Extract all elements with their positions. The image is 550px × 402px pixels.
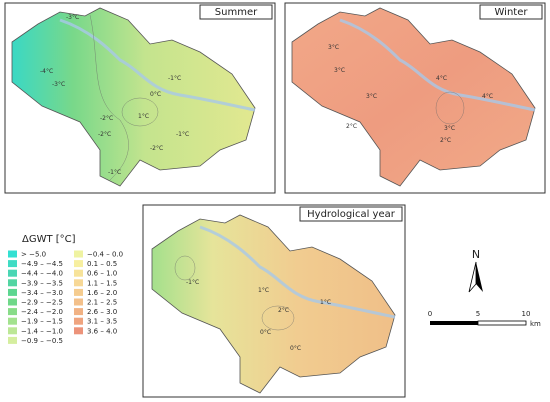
- panel-title: Hydrological year: [307, 209, 396, 220]
- contour-label: -3°C: [66, 14, 79, 21]
- legend: ΔGWT [°C] > −5.0−4.9 – −4.5−4.4 – −4.0−3…: [8, 234, 123, 345]
- contour-label: 3°C: [444, 125, 455, 132]
- legend-swatch: [74, 308, 83, 316]
- north-label: N: [472, 248, 480, 261]
- legend-label: −1.4 – −1.0: [21, 327, 63, 335]
- legend-label: −4.9 – −4.5: [21, 260, 63, 268]
- legend-label: 1.1 – 1.5: [87, 279, 117, 287]
- legend-swatch: [74, 260, 83, 268]
- legend-swatch: [8, 298, 17, 306]
- isoline: [435, 91, 465, 125]
- legend-label: −1.9 – −1.5: [21, 318, 63, 326]
- legend-swatch: [8, 260, 17, 268]
- contour-label: 1°C: [320, 299, 331, 306]
- legend-swatch: [74, 288, 83, 296]
- isoline: [261, 305, 295, 331]
- legend-label: 2.6 – 3.0: [87, 308, 117, 316]
- legend-label: −0.4 – 0.0: [87, 251, 123, 259]
- legend-label: −2.4 – −2.0: [21, 308, 63, 316]
- contour-label: -3°C: [52, 81, 65, 88]
- contour-label: 1°C: [138, 113, 149, 120]
- legend-swatch: [74, 298, 83, 306]
- legend-label: −3.9 – −3.5: [21, 279, 63, 287]
- legend-swatch: [8, 317, 17, 325]
- isoline: [121, 97, 159, 127]
- contour-label: 1°C: [258, 287, 269, 294]
- scale-label: 10: [522, 310, 531, 318]
- contour-label: -2°C: [100, 115, 113, 122]
- contour-label: 4°C: [482, 93, 493, 100]
- contour-label: 0°C: [150, 91, 161, 98]
- river: [199, 225, 396, 319]
- scale-bar: 0 5 10 km: [428, 310, 541, 328]
- panel-title: Winter: [495, 7, 529, 18]
- contour-label: -1°C: [186, 279, 199, 286]
- contour-label: 2°C: [278, 307, 289, 314]
- contour-label: 0°C: [290, 345, 301, 352]
- legend-swatch: [74, 317, 83, 325]
- panel-title-box: [199, 4, 273, 20]
- contour-label: 2°C: [346, 123, 357, 130]
- river: [59, 18, 256, 112]
- legend-swatch: [8, 288, 17, 296]
- contour-label: 3°C: [334, 67, 345, 74]
- city-outline: [11, 7, 256, 187]
- legend-swatch: [8, 279, 17, 287]
- legend-swatch: [74, 327, 83, 335]
- city-outline: [291, 7, 536, 187]
- legend-label: 3.6 – 4.0: [87, 327, 117, 335]
- arrow-half: [476, 262, 483, 292]
- contour-label: 0°C: [260, 329, 271, 336]
- contour-label: 2°C: [440, 137, 451, 144]
- legend-swatch: [8, 336, 17, 344]
- contour-label: -2°C: [98, 131, 111, 138]
- legend-title: ΔGWT [°C]: [22, 234, 76, 245]
- contour-label: -2°C: [150, 145, 163, 152]
- contour-label: 3°C: [366, 93, 377, 100]
- scale-segment: [430, 321, 478, 325]
- legend-swatch: [74, 250, 83, 258]
- legend-label: 1.6 – 2.0: [87, 289, 117, 297]
- panel-title-box: [299, 206, 403, 222]
- scale-label: 0: [428, 310, 432, 318]
- legend-swatch: [74, 269, 83, 277]
- legend-swatch: [74, 279, 83, 287]
- legend-label: 0.1 – 0.5: [87, 260, 117, 268]
- contour-label: -1°C: [168, 75, 181, 82]
- scale-unit: km: [530, 320, 541, 328]
- scale-label: 5: [476, 310, 480, 318]
- panel-title-box: [479, 4, 543, 20]
- contour-label: 4°C: [436, 75, 447, 82]
- scale-segment: [477, 320, 527, 326]
- legend-label: 3.1 – 3.5: [87, 318, 117, 326]
- legend-label: −2.9 – −2.5: [21, 299, 63, 307]
- river: [339, 18, 536, 112]
- isoline: [174, 255, 196, 281]
- contour-label: 3°C: [328, 44, 339, 51]
- contour-label: -1°C: [176, 131, 189, 138]
- contour-label: -4°C: [40, 68, 53, 75]
- legend-swatch: [8, 308, 17, 316]
- legend-swatch: [8, 250, 17, 258]
- legend-swatch: [8, 269, 17, 277]
- legend-label: > −5.0: [21, 251, 46, 259]
- legend-label: −3.4 – −3.0: [21, 289, 63, 297]
- arrow-half: [468, 261, 477, 293]
- city-outline: [151, 214, 396, 394]
- legend-label: −4.4 – −4.0: [21, 270, 63, 278]
- legend-label: −0.9 – −0.5: [21, 337, 63, 345]
- isoline: [89, 14, 129, 181]
- legend-label: 0.6 – 1.0: [87, 270, 117, 278]
- panel-title: Summer: [215, 7, 258, 18]
- north-arrow: N: [468, 248, 483, 293]
- legend-swatch: [8, 327, 17, 335]
- legend-label: 2.1 – 2.5: [87, 299, 117, 307]
- contour-label: -1°C: [108, 169, 121, 176]
